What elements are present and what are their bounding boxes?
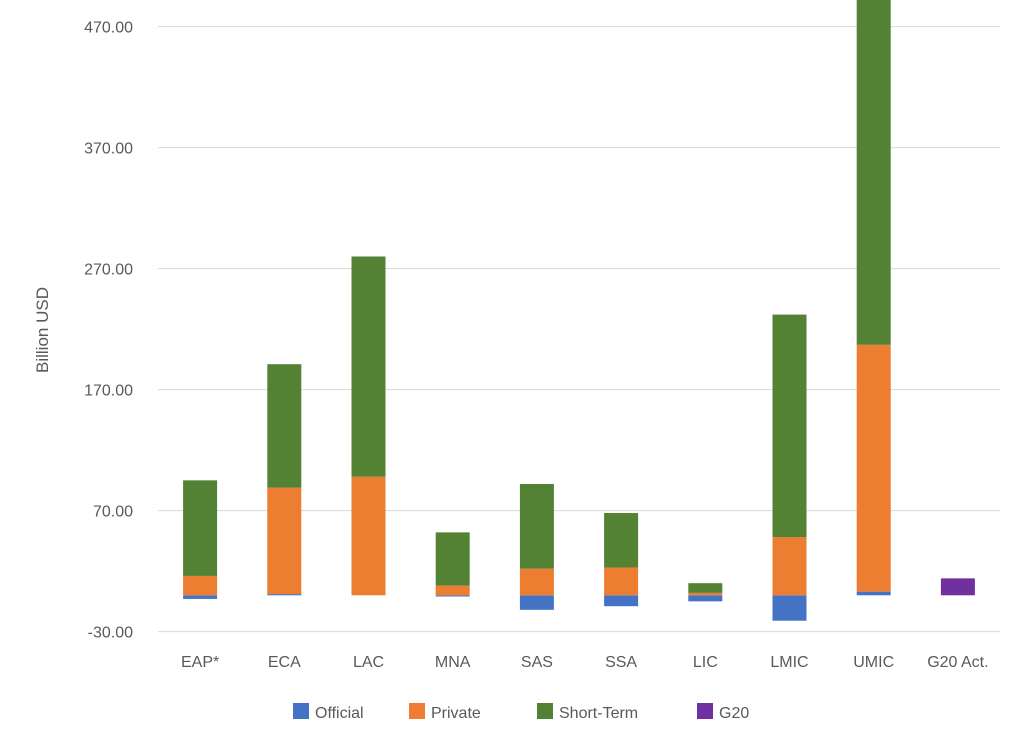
- bar-g20-g20-act-: [940, 578, 975, 596]
- bar-private-umic: [856, 344, 891, 592]
- bar-short-term-umic: [856, 0, 891, 345]
- x-tick-label: ECA: [268, 654, 301, 671]
- legend-label: Private: [431, 705, 481, 722]
- bar-short-term-mna: [435, 532, 470, 586]
- bar-private-sas: [519, 568, 554, 596]
- y-tick-label: 70.00: [93, 504, 133, 521]
- legend-swatch: [293, 703, 309, 719]
- x-tick-label: EAP*: [181, 654, 219, 671]
- bar-private-lac: [351, 476, 386, 596]
- legend-swatch: [697, 703, 713, 719]
- bar-short-term-lmic: [772, 314, 807, 538]
- x-axis-tick-labels: EAP* ECA LAC MNA SAS SSA LIC LMIC UMIC G20 Act.: [181, 654, 989, 671]
- bar-private-ssa: [604, 567, 639, 596]
- bar-official-eca: [267, 594, 302, 596]
- x-tick-label: LMIC: [770, 654, 808, 671]
- bar-official-lmic: [772, 595, 807, 621]
- bar-private-lic: [688, 592, 723, 596]
- bar-short-term-lic: [688, 583, 723, 593]
- y-axis-title: Billion USD: [33, 287, 52, 373]
- y-tick-label: 170.00: [84, 383, 133, 400]
- bar-official-mna: [435, 595, 470, 597]
- legend-label: G20: [719, 705, 749, 722]
- legend-label: Short-Term: [559, 705, 638, 722]
- bar-short-term-lac: [351, 256, 386, 477]
- y-tick-label: 370.00: [84, 141, 133, 158]
- y-tick-label: -30.00: [88, 625, 133, 642]
- y-tick-label: 270.00: [84, 262, 133, 279]
- bar-private-eca: [267, 487, 302, 595]
- legend-swatch: [409, 703, 425, 719]
- bar-official-ssa: [604, 595, 639, 607]
- bar-short-term-sas: [519, 483, 554, 569]
- bar-official-umic: [856, 591, 891, 596]
- bar-short-term-eca: [267, 364, 302, 488]
- legend: Official Private Short-Term G20: [293, 703, 749, 722]
- bar-private-lmic: [772, 537, 807, 596]
- x-tick-label: LIC: [693, 654, 718, 671]
- x-tick-label: UMIC: [853, 654, 894, 671]
- bar-private-mna: [435, 585, 470, 596]
- bars: [183, 0, 975, 621]
- bar-official-eap-: [183, 595, 218, 599]
- y-tick-label: 470.00: [84, 20, 133, 37]
- x-tick-label: SAS: [521, 654, 553, 671]
- bar-short-term-eap-: [183, 480, 218, 576]
- legend-label: Official: [315, 705, 364, 722]
- x-tick-label: LAC: [353, 654, 384, 671]
- x-tick-label: G20 Act.: [927, 654, 988, 671]
- bar-official-sas: [519, 595, 554, 610]
- legend-swatch: [537, 703, 553, 719]
- bar-official-lic: [688, 595, 723, 602]
- x-tick-label: MNA: [435, 654, 471, 671]
- bar-private-eap-: [183, 575, 218, 596]
- bar-short-term-ssa: [604, 513, 639, 568]
- x-tick-label: SSA: [605, 654, 637, 671]
- y-axis-tick-labels: 470.00 370.00 270.00 170.00 70.00 -30.00: [84, 20, 133, 642]
